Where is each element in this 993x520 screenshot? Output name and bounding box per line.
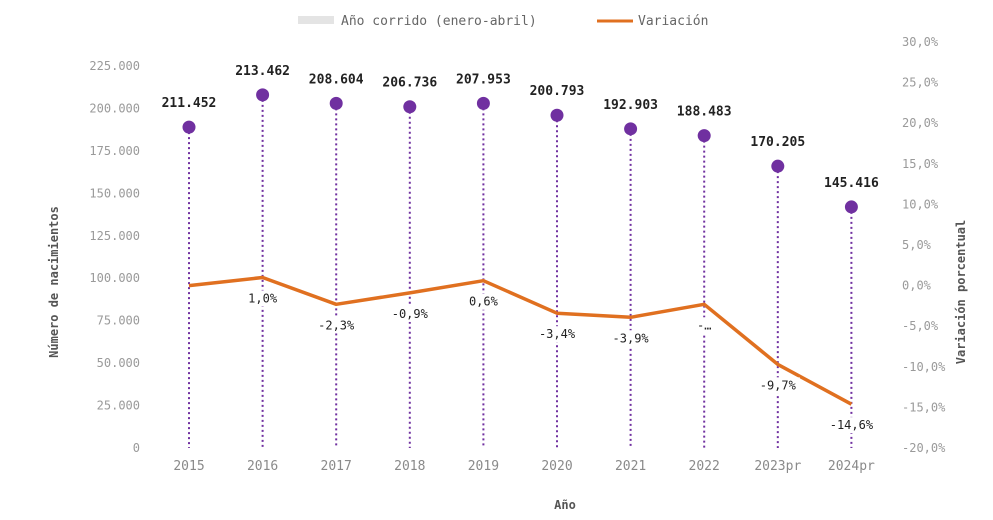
y2-tick-label: 15,0% <box>902 157 939 171</box>
y-tick-label: 0 <box>133 441 140 455</box>
variation-line-group <box>188 275 853 406</box>
y-axis-title: Número de nacimientos <box>47 206 61 358</box>
lollipop-dot <box>329 96 343 110</box>
y2-tick-label: 10,0% <box>902 197 939 211</box>
lollipop-dot <box>771 159 785 173</box>
variation-label: 0,6% <box>469 295 499 309</box>
variation-label-bg <box>693 317 715 334</box>
y2-tick-label: -5,0% <box>902 319 939 333</box>
y2-tick-label: 20,0% <box>902 116 939 130</box>
y2-axis-title: Variación porcentual <box>954 220 968 365</box>
variation-label-bg <box>465 293 502 310</box>
legend-label-bars: Año corrido (enero-abril) <box>341 14 537 29</box>
y2-tick-label: -20,0% <box>902 441 946 455</box>
variation-label-bg <box>608 330 653 347</box>
lollipop-dot <box>844 200 858 214</box>
y-tick-label: 150.000 <box>89 186 140 200</box>
x-tick-label: 2016 <box>247 459 278 474</box>
x-tick-label: 2017 <box>321 459 352 474</box>
legend-swatch-bars <box>298 16 334 24</box>
lollipop-dot <box>182 120 196 134</box>
value-label: 213.462 <box>235 64 290 79</box>
y-tick-label: 25.000 <box>97 399 140 413</box>
y2-tick-label: 5,0% <box>902 238 932 252</box>
variation-label: -0,9% <box>392 307 429 321</box>
x-tick-label: 2015 <box>173 459 204 474</box>
x-tick-label: 2022 <box>689 459 720 474</box>
y2-tick-label: -10,0% <box>902 360 946 374</box>
legend-label-line: Variación <box>638 14 708 29</box>
variation-label: -9,7% <box>760 378 797 392</box>
value-labels: 211.452 213.462 208.604 206.736 207.953 200.7… <box>162 64 879 191</box>
value-label: 206.736 <box>382 76 437 91</box>
lollipop-dot <box>624 122 638 136</box>
value-label: 145.416 <box>824 176 879 191</box>
y-tick-label: 200.000 <box>89 101 140 115</box>
y2-tick-label: 0,0% <box>902 279 932 293</box>
x-tick-label: 2020 <box>541 459 572 474</box>
x-tick-label: 2018 <box>394 459 425 474</box>
variation-label-bg <box>755 377 800 394</box>
lollipop-dot <box>476 96 490 110</box>
x-axis-title: Año <box>554 498 576 512</box>
variation-label-bg <box>535 326 579 343</box>
value-label: 207.953 <box>456 72 511 87</box>
variation-label: -… <box>697 318 711 332</box>
lollipop-stems <box>188 94 853 448</box>
variation-label: -3,9% <box>613 331 650 345</box>
lollipop-dots <box>182 88 858 214</box>
variation-label-bg <box>387 305 432 322</box>
y2-tick-label: 25,0% <box>902 76 939 90</box>
legend: Año corrido (enero-abril) Variación <box>298 14 708 29</box>
y-tick-label: 50.000 <box>97 356 140 370</box>
variation-label: -14,6% <box>830 418 874 432</box>
y-tick-label: 225.000 <box>89 59 140 73</box>
value-label: 192.903 <box>603 98 658 113</box>
x-tick-label: 2023pr <box>754 459 801 474</box>
lollipop-dot <box>550 108 564 122</box>
y-tick-label: 75.000 <box>97 314 140 328</box>
variation-label-bg <box>244 290 281 307</box>
lollipop-dot <box>256 88 270 102</box>
y2-tick-label: -15,0% <box>902 400 946 414</box>
value-label: 200.793 <box>530 84 585 99</box>
value-label: 188.483 <box>677 105 732 120</box>
value-label: 170.205 <box>750 135 805 150</box>
variation-label: -3,4% <box>539 327 576 341</box>
variation-line <box>188 275 853 406</box>
variation-label-bg <box>314 317 359 334</box>
variation-labels: 1,0% -2,3% -0,9% 0,6% -3,4% -3,9% -… -9,7% -14,6… <box>244 290 878 434</box>
y-tick-label: 100.000 <box>89 271 140 285</box>
y-tick-label: 125.000 <box>89 229 140 243</box>
x-tick-label: 2019 <box>468 459 499 474</box>
lollipop-dot <box>403 100 417 114</box>
x-tick-label: 2024pr <box>828 459 875 474</box>
value-label: 211.452 <box>162 96 217 111</box>
y2-tick-label: 30,0% <box>902 35 939 49</box>
value-label: 208.604 <box>309 72 364 87</box>
variation-label: -2,3% <box>318 318 355 332</box>
x-tick-label: 2021 <box>615 459 646 474</box>
y-tick-label: 175.000 <box>89 144 140 158</box>
variation-label-bg <box>825 417 878 434</box>
variation-label: 1,0% <box>248 291 278 305</box>
axes: 0 25.000 50.000 75.000 100.000 125.000 150.000… <box>89 35 946 474</box>
lollipop-dot <box>697 129 711 143</box>
